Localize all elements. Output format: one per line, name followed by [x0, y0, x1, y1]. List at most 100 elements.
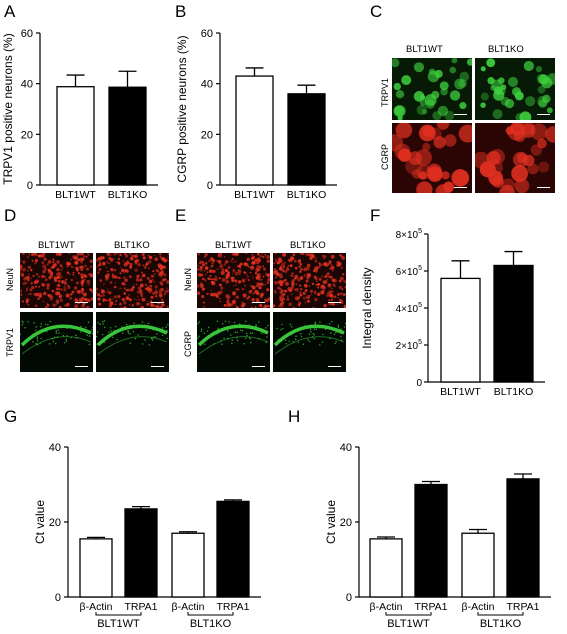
stained-cell: [43, 291, 47, 296]
stained-cell: [137, 302, 140, 305]
stained-cell: [146, 261, 148, 264]
stained-cell: [206, 292, 209, 295]
stained-cell: [324, 262, 329, 267]
stained-cell: [55, 253, 60, 256]
stained-fiber: [55, 330, 58, 332]
stained-cell: [63, 287, 67, 292]
stained-cell: [340, 266, 343, 270]
stained-cell: [124, 303, 126, 305]
stained-cell: [315, 280, 318, 283]
stained-cell: [537, 138, 547, 149]
stained-fiber: [319, 344, 321, 346]
micrograph-cgrp-ko: [475, 123, 555, 193]
stained-cell: [128, 293, 130, 296]
stained-cell: [163, 293, 166, 296]
stained-cell: [282, 266, 285, 269]
stained-cell: [107, 289, 109, 291]
stained-cell: [337, 293, 340, 296]
stained-cell: [116, 276, 119, 279]
stained-cell: [281, 269, 285, 273]
stained-cell: [278, 266, 283, 271]
stained-cell: [419, 99, 427, 107]
panel-letter-a: A: [4, 2, 16, 21]
stained-fiber: [230, 334, 232, 336]
stained-fiber: [293, 330, 296, 332]
stained-cell: [332, 302, 336, 306]
stained-cell: [37, 254, 42, 258]
stained-cell: [117, 295, 121, 299]
stained-fiber: [218, 331, 220, 334]
stained-cell: [295, 287, 299, 292]
stained-cell: [507, 76, 519, 87]
stained-fiber: [309, 328, 312, 331]
stained-cell: [334, 285, 336, 287]
stained-cell: [52, 264, 55, 267]
stained-cell: [63, 280, 66, 283]
stained-fiber: [42, 329, 45, 332]
stained-cell: [46, 286, 50, 290]
stained-fiber: [116, 338, 118, 341]
stained-cell: [68, 253, 71, 255]
stained-cell: [46, 303, 50, 307]
stained-cell: [135, 278, 140, 282]
stained-cell: [309, 256, 313, 260]
stained-lamina: [273, 324, 345, 347]
stained-cell: [81, 259, 83, 261]
stained-cell: [115, 300, 118, 303]
stained-cell: [119, 287, 122, 290]
stained-cell: [234, 271, 239, 276]
stained-fiber: [144, 339, 146, 341]
stained-cell: [441, 171, 450, 180]
stained-cell: [34, 304, 38, 308]
stained-cell: [336, 260, 340, 265]
stained-cell: [87, 253, 90, 256]
stained-cell: [344, 285, 346, 289]
stained-cell: [25, 281, 28, 284]
stained-cell: [133, 254, 138, 259]
stained-cell: [123, 306, 127, 308]
stained-cell: [31, 285, 35, 290]
stained-cell: [149, 284, 153, 288]
stained-cell: [238, 273, 241, 276]
stained-fiber: [330, 320, 333, 323]
stained-cell: [290, 280, 295, 284]
stained-cell: [538, 99, 547, 108]
stained-fiber: [225, 327, 228, 330]
stained-cell: [127, 261, 130, 265]
stained-cell: [160, 303, 165, 307]
stained-cell: [202, 301, 206, 304]
stained-cell: [330, 254, 335, 259]
stained-cell: [341, 288, 344, 291]
stained-fiber: [22, 321, 24, 324]
stained-cell: [67, 285, 71, 289]
stained-cell: [197, 264, 200, 267]
stained-cell: [140, 277, 142, 279]
stained-fiber: [155, 336, 157, 338]
stained-cell: [280, 298, 284, 302]
stained-cell: [20, 257, 21, 260]
stained-fiber: [161, 328, 164, 331]
stained-fiber: [314, 322, 317, 325]
stained-fiber: [289, 323, 292, 326]
stained-cell: [207, 277, 211, 280]
stained-cell: [105, 299, 108, 302]
column-label-blt1ko: BLT1KO: [290, 240, 326, 251]
stained-cell: [257, 276, 261, 279]
stained-cell: [135, 262, 138, 265]
stained-cell: [25, 298, 28, 300]
stained-cell: [392, 58, 400, 68]
stained-cell: [323, 303, 327, 308]
stained-cell: [205, 273, 207, 276]
stained-cell: [337, 297, 339, 299]
stained-cell: [98, 261, 102, 265]
stained-cell: [284, 270, 288, 273]
stained-fiber: [333, 333, 336, 335]
stained-fiber: [103, 326, 106, 329]
stained-cell: [257, 260, 261, 264]
stained-cell: [443, 181, 455, 193]
stained-cell: [58, 288, 61, 291]
stained-cell: [204, 261, 208, 265]
stained-cell: [331, 287, 333, 290]
stained-fiber: [300, 327, 302, 329]
stained-cell: [210, 280, 215, 284]
